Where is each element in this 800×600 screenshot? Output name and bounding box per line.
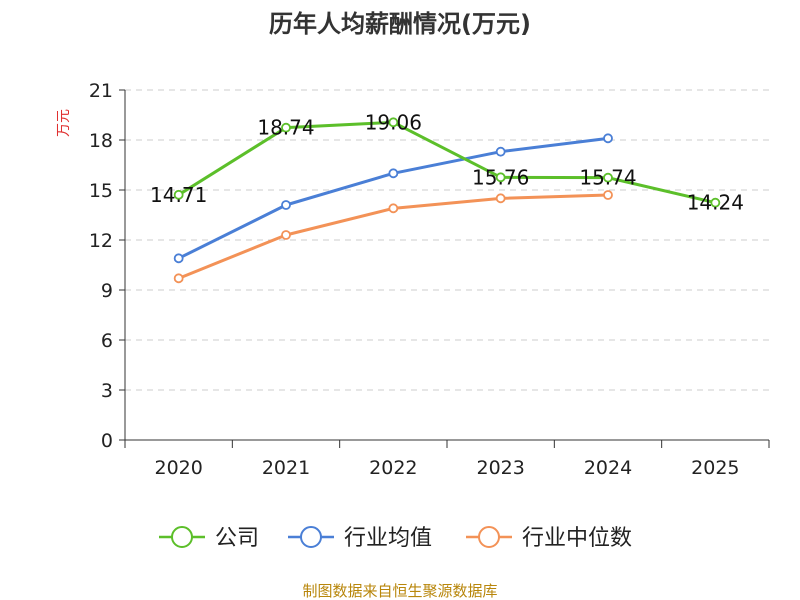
data-label: 15.74 [579,166,636,190]
legend-marker [478,526,500,548]
y-tick-label: 0 [101,430,113,452]
x-tick-label: 2022 [369,457,417,479]
x-tick-label: 2020 [154,457,202,479]
legend-label: 行业均值 [344,526,432,551]
y-tick-label: 3 [101,380,113,402]
series-1 [173,133,613,264]
legend-item-1[interactable]: 行业均值 [288,526,432,551]
source-note: 制图数据来自恒生聚源数据库 [302,582,497,600]
series-line [177,120,716,205]
grid [125,89,769,391]
data-point[interactable] [388,117,399,128]
data-point[interactable] [495,193,506,204]
legend-label: 公司 [215,526,259,551]
legend[interactable]: 公司 行业均值 行业中位数 [159,526,632,551]
data-point[interactable] [603,190,613,200]
x-tick-label: 2021 [262,457,310,479]
data-point[interactable] [388,203,399,214]
y-tick-label: 9 [101,280,113,302]
data-point[interactable] [173,253,184,264]
data-point[interactable] [603,172,613,183]
legend-marker [171,526,193,548]
data-point[interactable] [281,122,291,133]
legend-label: 行业中位数 [522,526,632,551]
data-label: 18.74 [257,116,314,140]
y-axis-label: 万元 [56,109,72,137]
chart-title: 历年人均薪酬情况(万元) [269,10,531,38]
series-layer [173,117,721,284]
y-tick-label: 15 [89,180,113,202]
y-tick-label: 6 [101,330,113,352]
x-tick-label: 2023 [476,457,524,479]
data-point[interactable] [281,230,291,240]
y-tick-label: 18 [89,130,113,152]
legend-marker [300,526,322,548]
data-point[interactable] [495,146,506,157]
data-point[interactable] [173,273,184,284]
series-2 [173,190,613,284]
x-tick-label: 2025 [691,457,739,479]
data-labels: 14.71 18.74 19.06 15.76 15.74 14.24 [150,110,744,214]
series-0 [173,117,721,208]
data-point[interactable] [388,168,399,179]
data-label: 14.71 [150,183,207,207]
data-label: 14.24 [687,191,744,215]
y-tick-label: 21 [89,80,113,102]
data-label: 15.76 [472,165,529,189]
data-label: 19.06 [365,110,422,134]
data-point[interactable] [173,189,184,200]
data-point[interactable] [710,197,721,208]
legend-item-0[interactable]: 公司 [159,526,259,551]
data-point[interactable] [495,172,506,183]
data-point[interactable] [281,200,291,210]
legend-item-2[interactable]: 行业中位数 [466,526,632,551]
data-point[interactable] [603,133,613,144]
axes: 0 3 6 9 12 15 18 21 2020 2021 2022 2023 2024 2025 [89,80,770,479]
x-tick-label: 2024 [584,457,632,479]
y-tick-label: 12 [89,230,113,252]
